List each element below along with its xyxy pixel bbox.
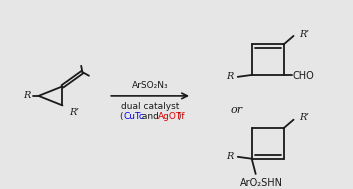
Text: ArO₂SHN: ArO₂SHN <box>240 178 283 188</box>
Text: and: and <box>139 112 161 121</box>
Text: or: or <box>231 105 243 115</box>
Text: CuTc: CuTc <box>123 112 144 121</box>
Text: R’: R’ <box>299 113 310 122</box>
Text: R: R <box>226 152 234 161</box>
Text: dual catalyst: dual catalyst <box>121 102 179 111</box>
Text: ArSO₂N₃: ArSO₂N₃ <box>132 81 168 90</box>
Text: CHO: CHO <box>293 71 314 81</box>
Text: (: ( <box>119 112 123 121</box>
Text: R’: R’ <box>299 29 310 39</box>
Text: AgOTf: AgOTf <box>158 112 185 121</box>
Text: R: R <box>23 91 30 100</box>
Text: R: R <box>226 72 234 81</box>
Text: R’: R’ <box>70 108 79 117</box>
Text: ): ) <box>177 112 180 121</box>
